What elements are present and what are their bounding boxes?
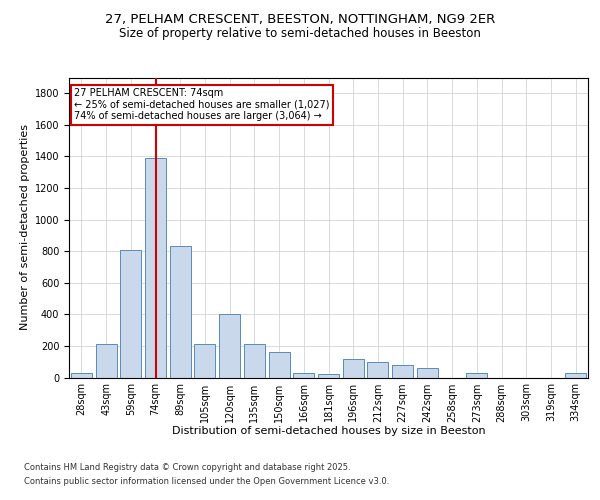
Text: 27 PELHAM CRESCENT: 74sqm
← 25% of semi-detached houses are smaller (1,027)
74% : 27 PELHAM CRESCENT: 74sqm ← 25% of semi-… <box>74 88 329 121</box>
Bar <box>466 373 487 378</box>
Bar <box>293 373 314 378</box>
Bar <box>71 373 92 378</box>
Text: Contains public sector information licensed under the Open Government Licence v3: Contains public sector information licen… <box>24 478 389 486</box>
Text: Contains HM Land Registry data © Crown copyright and database right 2025.: Contains HM Land Registry data © Crown c… <box>24 464 350 472</box>
Bar <box>318 374 339 378</box>
Bar <box>367 362 388 378</box>
Bar <box>194 344 215 378</box>
X-axis label: Distribution of semi-detached houses by size in Beeston: Distribution of semi-detached houses by … <box>172 426 485 436</box>
Bar <box>145 158 166 378</box>
Y-axis label: Number of semi-detached properties: Number of semi-detached properties <box>20 124 31 330</box>
Bar <box>565 373 586 378</box>
Bar <box>120 250 141 378</box>
Text: 27, PELHAM CRESCENT, BEESTON, NOTTINGHAM, NG9 2ER: 27, PELHAM CRESCENT, BEESTON, NOTTINGHAM… <box>105 12 495 26</box>
Bar <box>269 352 290 378</box>
Bar <box>392 365 413 378</box>
Text: Size of property relative to semi-detached houses in Beeston: Size of property relative to semi-detach… <box>119 28 481 40</box>
Bar <box>343 358 364 378</box>
Bar <box>219 314 240 378</box>
Bar <box>170 246 191 378</box>
Bar <box>417 368 438 378</box>
Bar <box>95 344 116 378</box>
Bar <box>244 344 265 378</box>
